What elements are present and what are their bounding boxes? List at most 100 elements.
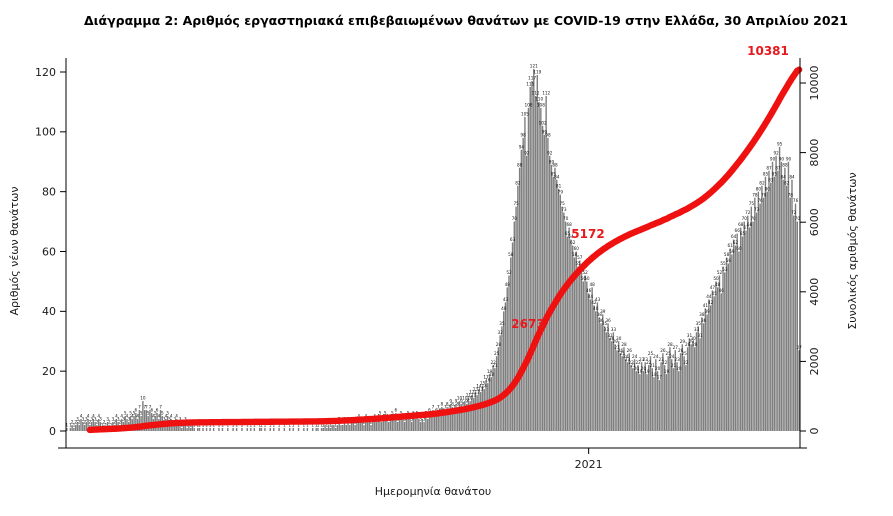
bar-label: 87 (775, 165, 781, 170)
bar-label: 1 (334, 423, 337, 428)
bar-label: 29 (612, 339, 618, 344)
bar-label: 58 (724, 252, 730, 257)
bar (333, 425, 335, 431)
bar-label: 33 (611, 327, 617, 332)
bar-label: 98 (521, 132, 527, 137)
bar-label: 26 (618, 348, 624, 353)
bar-label: 39 (704, 309, 710, 314)
bar-label: 3 (85, 417, 88, 422)
bar-label: 7 (448, 405, 451, 410)
bar-label: 99 (542, 129, 548, 134)
bar (425, 416, 427, 431)
bar-label: 29 (680, 339, 686, 344)
bar-label: 82 (759, 180, 765, 185)
bar-label: 6 (435, 408, 438, 413)
bar-label: 38 (597, 312, 603, 317)
bar-label: 46 (586, 288, 592, 293)
bar-label: 13 (473, 387, 479, 392)
bar-label: 52 (506, 270, 512, 275)
bar-label: 22 (646, 360, 652, 365)
bar-label: 119 (533, 70, 541, 75)
bar (177, 425, 179, 431)
bar (329, 428, 332, 431)
bar (794, 203, 797, 431)
bar-label: 1 (269, 423, 272, 428)
axes: 0204060801001200200040006000800010000202… (35, 58, 821, 471)
bar (138, 410, 141, 431)
bar-label: 25 (648, 351, 654, 356)
bar (430, 416, 432, 431)
bar-label: 3 (122, 417, 125, 422)
left-tick-label: 120 (35, 66, 56, 79)
bar-label: 17 (657, 375, 663, 380)
bar (764, 176, 767, 431)
bar (736, 233, 738, 431)
bar (409, 419, 411, 431)
bar (754, 197, 756, 431)
bar (679, 353, 682, 431)
bar-label: 11 (471, 393, 477, 398)
bar (453, 410, 455, 431)
bar-label: 60 (574, 246, 580, 251)
bar-label: 90 (786, 156, 792, 161)
bar-label: 1 (66, 423, 69, 428)
bar-label: 22 (628, 360, 634, 365)
bar-label: 5 (124, 411, 127, 416)
bar (508, 275, 510, 431)
bar (610, 341, 613, 431)
bar (478, 389, 480, 431)
bar (694, 347, 696, 431)
bar-label: 1 (322, 423, 325, 428)
bar (603, 326, 606, 431)
bar (791, 179, 793, 431)
bar-label: 15 (480, 381, 486, 386)
bar-label: 21 (671, 363, 677, 368)
bar-label: 55 (575, 261, 581, 266)
bar (303, 428, 305, 431)
bar-label: 9 (460, 399, 463, 404)
bar (476, 395, 478, 431)
bar-label: 23 (674, 357, 680, 362)
bar-label: 3 (90, 417, 93, 422)
bar-label: 4 (126, 414, 129, 419)
bar (533, 69, 535, 431)
bar-label: 24 (653, 354, 659, 359)
bar-label: 112 (532, 91, 540, 96)
bar-label: 85 (763, 171, 769, 176)
bar (587, 293, 590, 431)
bar (550, 164, 553, 432)
bar-label: 19 (644, 369, 650, 374)
bar-label: 27 (796, 345, 802, 350)
bar-label: 4 (170, 414, 173, 419)
bar (393, 419, 395, 431)
bar-label: 75 (513, 201, 519, 206)
right-tick-label: 4000 (808, 278, 821, 306)
bar (697, 326, 699, 431)
bar-label: 7 (149, 405, 152, 410)
bar (372, 422, 374, 431)
bar (423, 422, 425, 431)
bar (278, 428, 280, 431)
bar-label: 68 (747, 222, 753, 227)
bar-label: 35 (696, 321, 702, 326)
bar (660, 362, 662, 431)
bar (115, 419, 118, 431)
bar-label: 52 (717, 270, 723, 275)
bar (69, 428, 72, 431)
bar (458, 401, 461, 431)
bar (766, 191, 768, 431)
bar-label: 82 (515, 180, 521, 185)
bar-label: 3 (173, 417, 176, 422)
bar (644, 362, 646, 431)
bar-label: 2 (83, 420, 86, 425)
bar (439, 413, 441, 431)
bar (782, 179, 784, 431)
bar (78, 425, 80, 431)
bar-label: 9 (465, 399, 468, 404)
bar-label: 2 (113, 420, 116, 425)
bar (525, 155, 528, 431)
bar-label: 75 (559, 201, 565, 206)
bar (559, 194, 561, 431)
bar (750, 206, 753, 432)
bar (363, 425, 365, 431)
